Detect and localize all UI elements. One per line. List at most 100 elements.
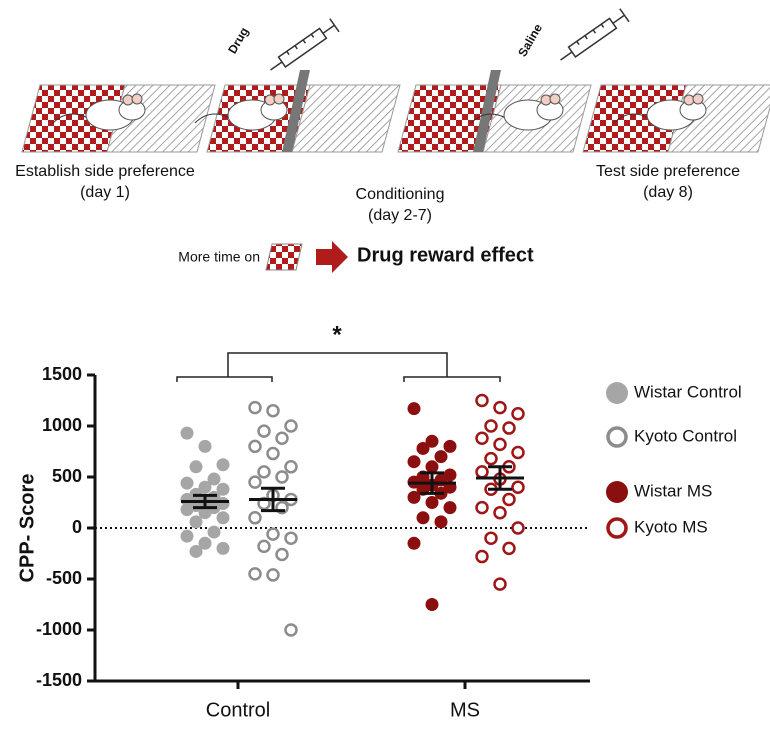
data-point	[443, 501, 457, 515]
data-point	[416, 511, 430, 525]
mouse-tail	[470, 113, 507, 124]
data-point	[248, 400, 262, 415]
data-point	[511, 521, 525, 535]
data-point	[475, 500, 489, 515]
data-point	[266, 527, 280, 541]
legend-label: Kyoto Control	[634, 426, 737, 445]
step-label: Test side preference	[596, 163, 740, 180]
syringe-barrel	[277, 27, 328, 68]
data-point	[493, 577, 507, 591]
data-point	[216, 458, 230, 472]
mouse-ear	[273, 93, 285, 105]
data-point	[484, 451, 498, 466]
step-label: Establish side preference	[15, 163, 195, 180]
significance: *	[332, 321, 342, 348]
y-tick-label: -1000	[36, 619, 82, 639]
legend-label: Wistar Control	[634, 382, 742, 401]
data-point	[407, 536, 421, 550]
data-point	[484, 531, 498, 545]
data-point	[248, 567, 262, 581]
data-point	[475, 549, 489, 564]
data-point	[266, 446, 280, 461]
data-point	[502, 492, 516, 507]
y-tick-label: 500	[52, 466, 82, 486]
data-point	[248, 439, 262, 454]
data-point	[502, 421, 516, 435]
data-point	[511, 445, 525, 460]
data-point	[257, 539, 271, 554]
outcome: Drug reward effect	[357, 244, 534, 266]
data-point	[248, 511, 262, 525]
schematic	[21, 8, 770, 153]
legend-marker	[606, 426, 628, 448]
y-tick-label: 1000	[42, 415, 82, 435]
data-point	[207, 472, 221, 486]
data-point	[284, 531, 298, 545]
step-sublabel: (day 1)	[80, 184, 130, 201]
step-sublabel: (day 8)	[643, 184, 693, 201]
data-point	[493, 437, 507, 452]
hatch-side	[291, 84, 401, 153]
data-point	[257, 465, 271, 479]
data-point	[425, 598, 439, 611]
x-tick-label: MS	[450, 699, 480, 721]
checker-icon	[265, 243, 303, 271]
injection-label: Drug	[225, 25, 251, 56]
data-point	[493, 505, 507, 520]
x-tick-label: Control	[206, 699, 270, 721]
mouse-ear	[122, 94, 134, 106]
syringe	[270, 18, 340, 71]
data-point	[180, 476, 194, 490]
data-point	[284, 419, 298, 433]
data-point	[425, 434, 439, 448]
legend-marker	[606, 382, 628, 404]
data-point	[248, 475, 262, 489]
mouse-ear	[540, 94, 552, 106]
syringe-parts	[560, 8, 630, 61]
mouse-ear	[264, 94, 276, 106]
syringe-barrel	[567, 17, 618, 58]
data-point	[275, 547, 289, 562]
data-point	[407, 455, 421, 469]
data-point	[284, 460, 298, 474]
significance-bracket	[176, 352, 501, 382]
data-point	[416, 441, 430, 455]
step-label: Conditioning	[356, 186, 445, 203]
mouse-ear	[692, 93, 704, 105]
data-point	[443, 439, 457, 453]
mouse-tail	[613, 113, 650, 124]
data-point	[434, 515, 448, 529]
mouse-tail	[52, 113, 89, 124]
data-point	[475, 431, 489, 445]
data-point	[425, 496, 439, 509]
data-point	[198, 439, 212, 453]
y-tick-label: 0	[72, 517, 82, 537]
arrow	[316, 241, 348, 273]
data-point	[502, 541, 516, 556]
data-point	[425, 460, 439, 474]
data-point	[407, 490, 421, 504]
divider	[282, 70, 310, 152]
data-point	[180, 503, 194, 517]
legend-label: Wistar MS	[634, 481, 712, 500]
mouse-ear	[549, 93, 561, 105]
error-bar	[488, 465, 512, 491]
mouse-ear	[131, 93, 143, 105]
y-tick-label: -500	[46, 568, 82, 588]
mouse-tail	[194, 113, 231, 124]
data-point	[475, 465, 489, 479]
legend-marker	[606, 481, 628, 503]
data-point	[216, 482, 230, 496]
injection-label: Saline	[515, 21, 545, 59]
key-text: More time on	[178, 249, 260, 265]
error-bar	[420, 471, 444, 495]
data-point	[189, 544, 203, 558]
data-point	[434, 450, 448, 464]
data-point	[207, 525, 221, 539]
error-bar	[261, 486, 285, 513]
data-point	[189, 460, 203, 474]
syringe-parts	[270, 18, 340, 71]
y-tick-label: 1500	[42, 364, 82, 384]
mouse-ear	[683, 94, 695, 106]
syringe	[560, 8, 630, 61]
